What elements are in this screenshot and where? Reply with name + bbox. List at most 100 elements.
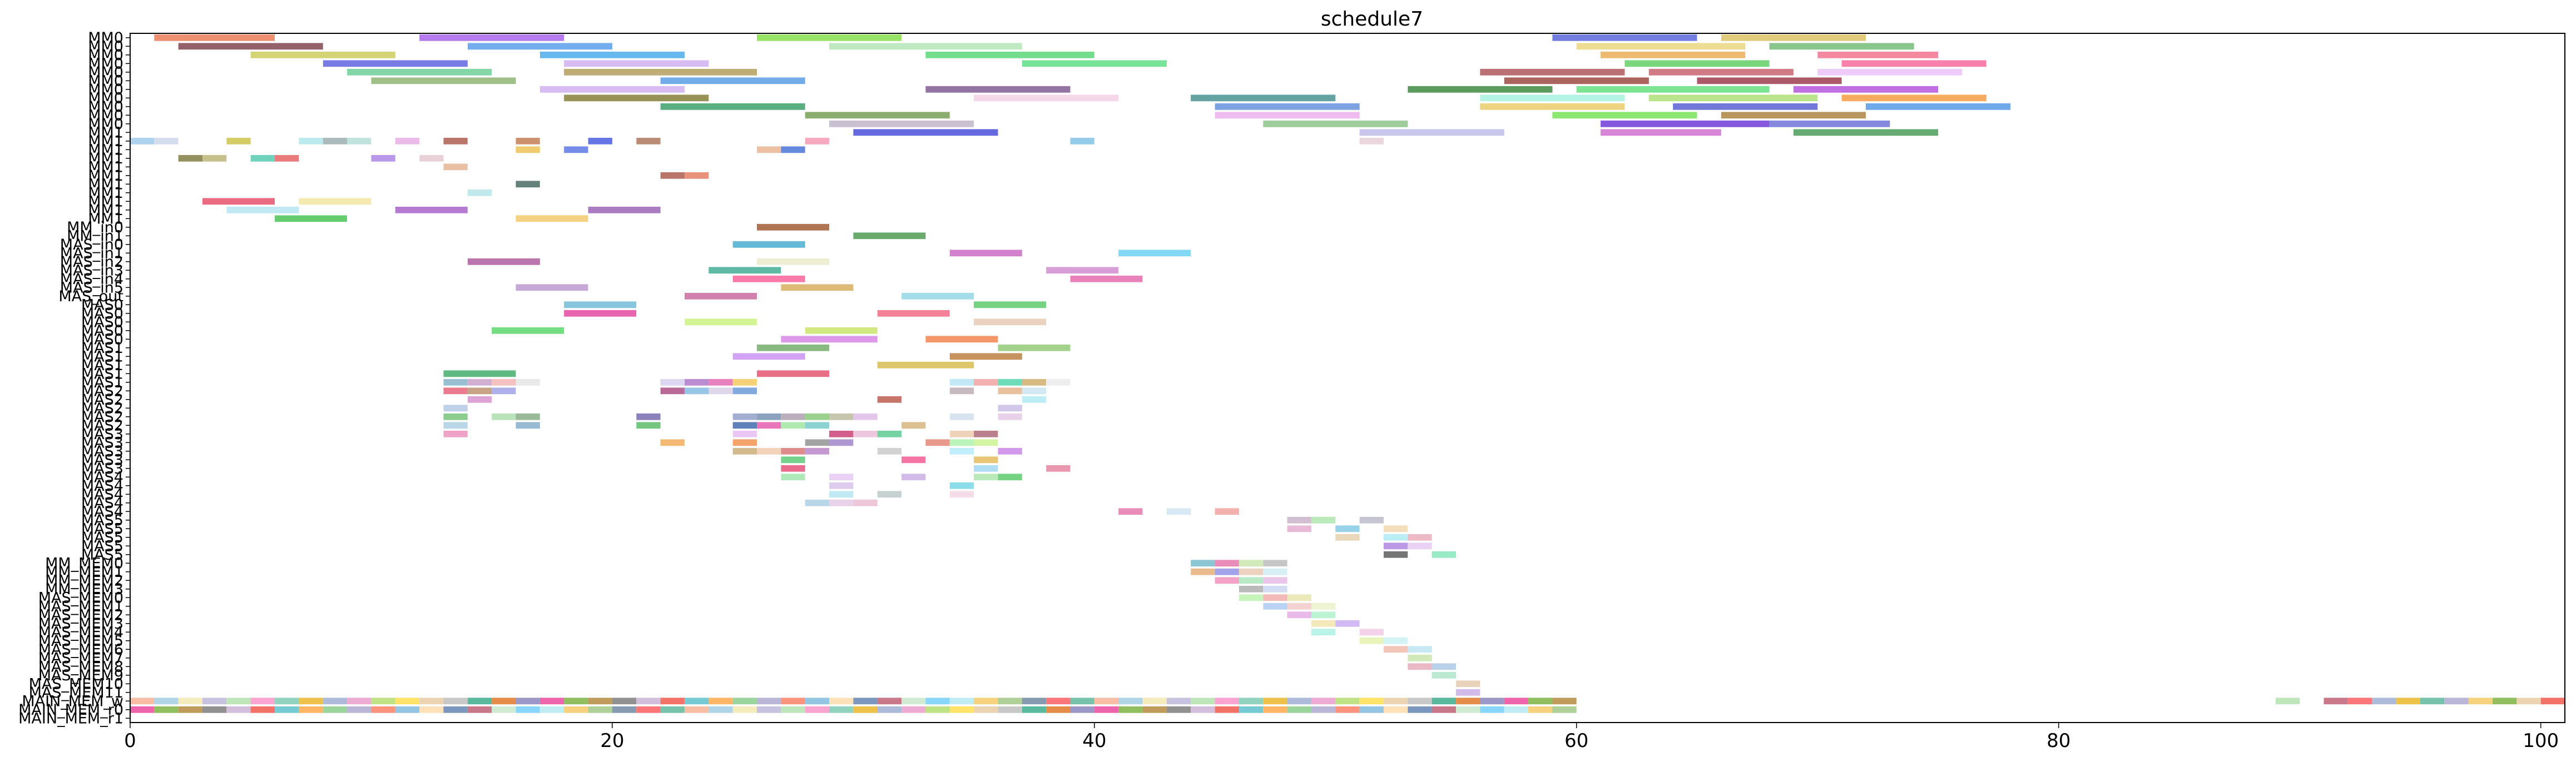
- task-bar: [1335, 620, 1360, 627]
- task-bar: [1601, 51, 1746, 58]
- task-bar: [1263, 698, 1287, 705]
- task-bar: [901, 422, 926, 429]
- task-bar: [1142, 698, 1167, 705]
- ytick-label: MAS3: [81, 460, 123, 477]
- task-bar: [1263, 577, 1287, 584]
- task-bar: [1384, 706, 1408, 713]
- task-bar: [732, 430, 757, 437]
- task-bar: [877, 361, 974, 368]
- task-bar: [1431, 671, 1456, 679]
- task-bar: [516, 698, 540, 705]
- task-bar: [226, 706, 251, 713]
- task-bar: [492, 413, 516, 420]
- task-bar: [1287, 594, 1311, 601]
- task-bar: [1191, 560, 1215, 567]
- task-bar: [275, 215, 348, 222]
- task-bar: [949, 413, 974, 420]
- task-bar: [250, 155, 275, 162]
- task-bar: [588, 698, 612, 705]
- task-bar: [853, 698, 878, 705]
- task-bar: [757, 706, 781, 713]
- task-bar: [853, 706, 878, 713]
- task-bar: [1215, 508, 1239, 515]
- task-bar: [1311, 602, 1336, 610]
- task-bar: [1456, 689, 1480, 696]
- task-bar: [877, 491, 901, 498]
- ytick-label: MAS_in5: [60, 279, 123, 296]
- task-bar: [1022, 387, 1047, 395]
- task-bar: [709, 378, 733, 386]
- ytick-label: MM0: [88, 98, 123, 116]
- task-bar: [2347, 698, 2372, 705]
- task-bar: [1022, 698, 1047, 705]
- task-bar: [1215, 706, 1239, 713]
- task-bar: [974, 439, 998, 446]
- task-bar: [1311, 706, 1336, 713]
- task-bar: [178, 706, 202, 713]
- ytick-label: MM0: [88, 116, 123, 133]
- ytick-label: MAS5: [81, 512, 123, 529]
- task-bar: [1191, 706, 1215, 713]
- task-bar: [685, 706, 709, 713]
- task-bar: [1046, 465, 1071, 472]
- xtick-label: 20: [600, 730, 624, 752]
- task-bar: [925, 706, 950, 713]
- task-bar: [1118, 250, 1191, 257]
- ytick-label: MAIN_MEM_r0: [18, 701, 123, 719]
- task-bar: [757, 258, 829, 265]
- task-bar: [1046, 267, 1119, 274]
- task-bar: [998, 706, 1022, 713]
- task-bar: [829, 43, 1022, 50]
- task-bar: [1528, 706, 1553, 713]
- task-bar: [1263, 585, 1287, 592]
- task-bar: [949, 387, 974, 395]
- task-bar: [467, 43, 612, 50]
- task-bar: [588, 206, 661, 213]
- task-bar: [1697, 77, 1842, 84]
- task-bar: [974, 456, 998, 464]
- task-bar: [877, 447, 901, 455]
- task-bar: [1263, 602, 1287, 610]
- task-bar: [732, 422, 757, 429]
- task-bar: [564, 146, 588, 153]
- task-bar: [805, 413, 829, 420]
- task-bar: [275, 706, 299, 713]
- ytick-label: MAS4: [81, 477, 123, 495]
- task-bar: [709, 706, 733, 713]
- task-bar: [781, 456, 805, 464]
- task-bar: [949, 439, 974, 446]
- task-bar: [419, 706, 444, 713]
- task-bar: [925, 336, 998, 343]
- task-bar: [757, 370, 829, 377]
- task-bar: [1263, 560, 1287, 567]
- task-bar: [1239, 577, 1264, 584]
- task-bar: [660, 706, 685, 713]
- y-axis: MM0MM0MM0MM0MM0MM0MM0MM0MM0MM0MM0MM1MM1M…: [18, 29, 130, 727]
- task-bar: [829, 413, 854, 420]
- task-bar: [1166, 706, 1191, 713]
- ytick-label: MAS3: [81, 434, 123, 451]
- task-bar: [516, 378, 540, 386]
- task-bar: [1624, 60, 1770, 67]
- task-bar: [516, 706, 540, 713]
- task-bar: [1263, 706, 1287, 713]
- task-bar: [588, 137, 612, 145]
- task-bar: [516, 146, 540, 153]
- ytick-label: MAS_in4: [60, 271, 123, 288]
- task-bar: [564, 310, 637, 317]
- task-bar: [781, 465, 805, 472]
- task-bar: [1215, 568, 1239, 575]
- task-bar: [1022, 706, 1047, 713]
- task-bar: [853, 413, 878, 420]
- task-bar: [685, 172, 709, 179]
- task-bar: [1070, 137, 1094, 145]
- task-bar: [781, 146, 805, 153]
- task-bar: [226, 698, 251, 705]
- ytick-label: MAS1: [81, 348, 123, 365]
- task-bar: [1263, 594, 1287, 601]
- task-bar: [1263, 120, 1408, 127]
- ytick-label: MM0: [88, 107, 123, 124]
- task-bar: [781, 706, 805, 713]
- task-bar: [1359, 698, 1384, 705]
- task-bar: [1841, 94, 1987, 102]
